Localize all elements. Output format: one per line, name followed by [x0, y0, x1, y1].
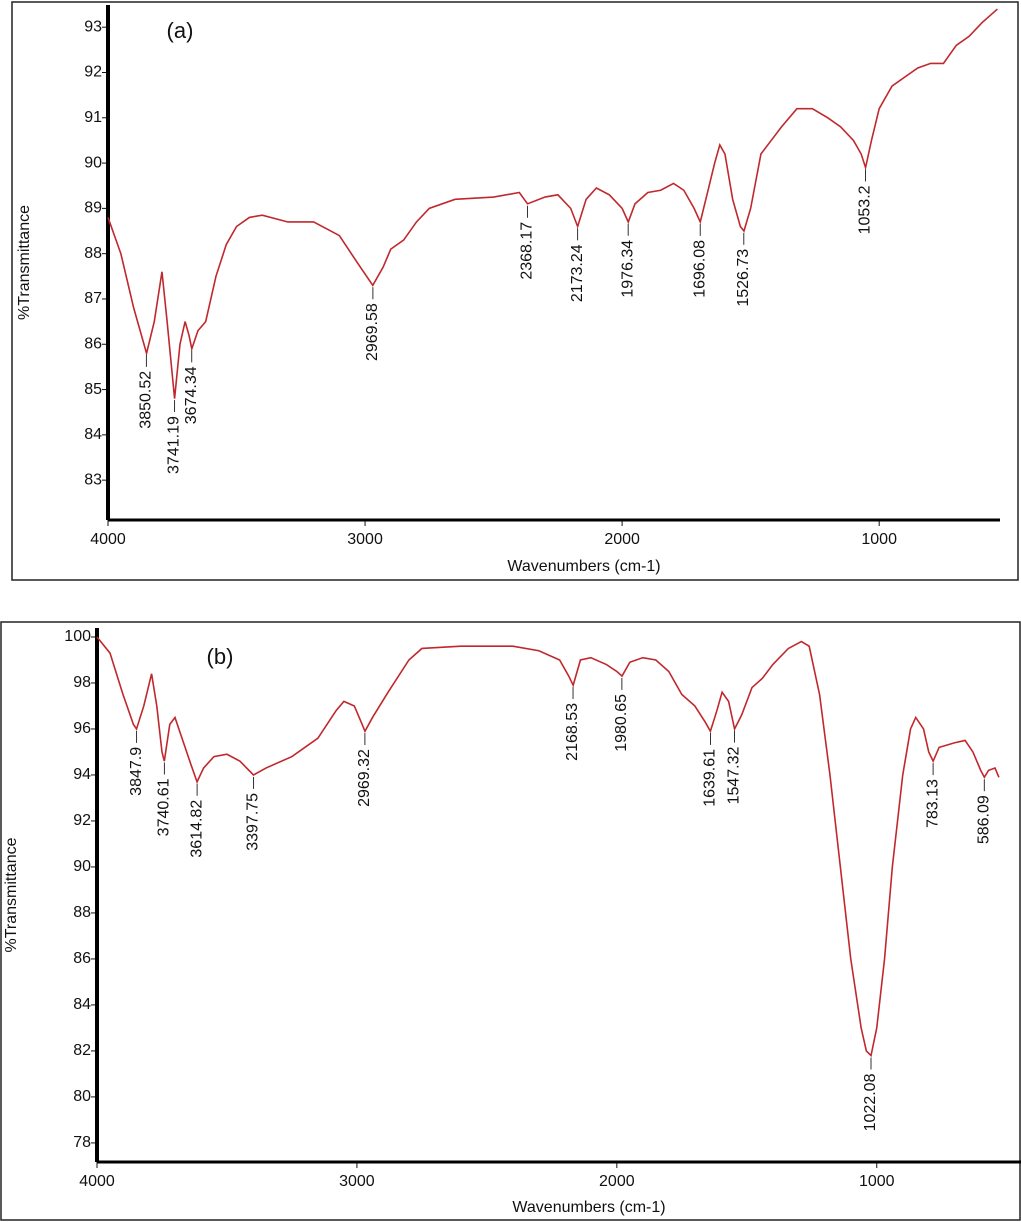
- spectrum-line: [96, 636, 1000, 1058]
- y-tick-label: 78: [73, 1134, 91, 1151]
- y-tick-label: 86: [73, 950, 91, 967]
- spectrum-line: [107, 8, 998, 399]
- y-tick-label: 88: [73, 904, 91, 921]
- y-tick-label: 87: [84, 290, 102, 307]
- peak-label: 2969.58: [364, 303, 381, 361]
- peak-label: 2969.32: [356, 749, 373, 807]
- peak-label: 1053.2: [857, 185, 874, 234]
- y-tick-label: 90: [73, 858, 91, 875]
- y-axis-title: %Transmittance: [16, 205, 33, 320]
- peak-label: 1022.08: [862, 1073, 879, 1131]
- peak-label: 1639.61: [702, 749, 719, 807]
- y-tick-label: 98: [73, 674, 91, 691]
- peak-label: 2173.24: [569, 244, 586, 302]
- peak-label: 1980.65: [613, 694, 630, 752]
- x-tick-label: 2000: [599, 1173, 635, 1190]
- y-tick-label: 86: [84, 335, 102, 352]
- y-tick-label: 83: [84, 471, 102, 488]
- peak-label: 1547.32: [726, 746, 743, 804]
- peak-label: 586.09: [976, 795, 993, 844]
- peak-label: 3741.19: [166, 416, 183, 474]
- peak-label: 783.13: [924, 779, 941, 828]
- x-tick-label: 4000: [90, 531, 126, 548]
- y-tick-label: 89: [84, 200, 102, 217]
- panel-frame: [0, 621, 1021, 1221]
- peak-label: 3674.34: [183, 366, 200, 424]
- x-axis-title: Wavenumbers (cm-1): [512, 1199, 665, 1216]
- peak-label: 1976.34: [619, 240, 636, 298]
- peak-label: 3847.9: [128, 747, 145, 796]
- x-tick-label: 2000: [604, 531, 640, 548]
- y-tick-label: 91: [84, 109, 102, 126]
- peak-label: 1696.08: [691, 240, 708, 298]
- x-tick-label: 3000: [347, 531, 383, 548]
- y-tick-label: 82: [73, 1042, 91, 1059]
- y-tick-label: 90: [84, 154, 102, 171]
- x-tick-label: 1000: [861, 531, 897, 548]
- x-axis-title: Wavenumbers (cm-1): [507, 558, 660, 575]
- y-tick-label: 93: [84, 18, 102, 35]
- y-tick-label: 84: [73, 996, 91, 1013]
- y-tick-label: 94: [73, 766, 91, 783]
- panel-label: (a): [167, 18, 194, 43]
- x-tick-label: 4000: [79, 1173, 115, 1190]
- y-tick-label: 84: [84, 426, 102, 443]
- y-tick-label: 100: [64, 628, 91, 645]
- y-tick-label: 96: [73, 720, 91, 737]
- y-tick-label: 92: [73, 812, 91, 829]
- panel-frame: [11, 1, 1019, 581]
- peak-label: 2368.17: [519, 222, 536, 280]
- peak-label: 1526.73: [735, 249, 752, 307]
- peak-label: 3850.52: [138, 371, 155, 429]
- y-axis-title: %Transmittance: [3, 837, 20, 952]
- x-tick-label: 1000: [859, 1173, 895, 1190]
- y-tick-label: 88: [84, 245, 102, 262]
- peak-label: 3740.61: [156, 778, 173, 836]
- peak-label: 2168.53: [564, 703, 581, 761]
- y-tick-label: 80: [73, 1088, 91, 1105]
- y-tick-label: 92: [84, 64, 102, 81]
- peak-label: 3397.75: [245, 793, 262, 851]
- panel-label: (b): [207, 644, 234, 669]
- y-tick-label: 85: [84, 381, 102, 398]
- peak-label: 3614.82: [188, 800, 205, 858]
- x-tick-label: 3000: [339, 1173, 375, 1190]
